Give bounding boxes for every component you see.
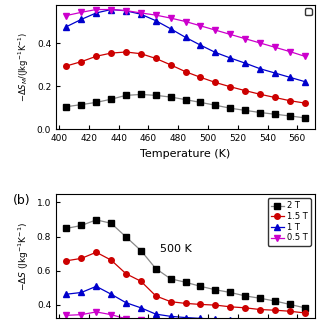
Y-axis label: $-\Delta S_M$/(Jkg$^{-1}$K$^{-1}$): $-\Delta S_M$/(Jkg$^{-1}$K$^{-1}$)	[17, 32, 31, 102]
Text: (b): (b)	[13, 194, 31, 207]
Legend: 	[305, 8, 312, 15]
X-axis label: Temperature (K): Temperature (K)	[140, 149, 231, 159]
Y-axis label: $-\Delta S$ (Jkg$^{-1}$K$^{-1}$): $-\Delta S$ (Jkg$^{-1}$K$^{-1}$)	[17, 221, 31, 291]
Legend: 2 T, 1.5 T, 1 T, 0.5 T: 2 T, 1.5 T, 1 T, 0.5 T	[268, 198, 311, 246]
Text: 500 K: 500 K	[160, 244, 191, 254]
